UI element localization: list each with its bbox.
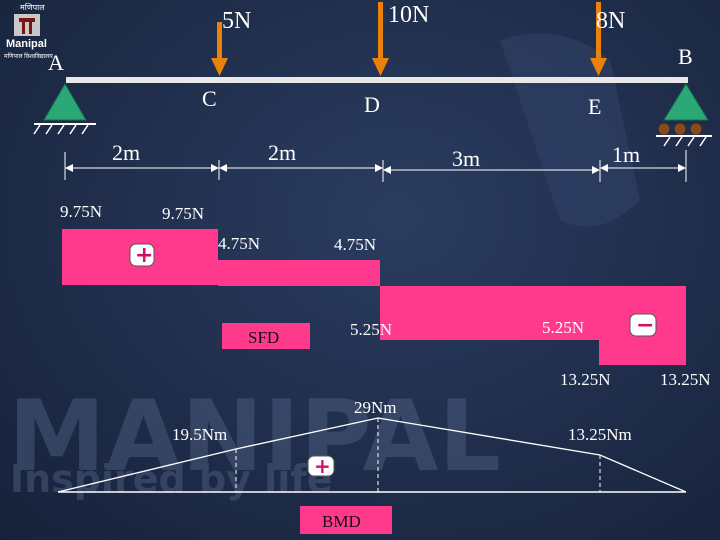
logo-top-text: मणिपाल	[20, 2, 45, 12]
sfd-label-4.75-left: 4.75N	[218, 234, 260, 253]
point-label-b: B	[678, 44, 693, 69]
sfd-label-9.75-left: 9.75N	[60, 202, 102, 221]
point-label-d: D	[364, 92, 380, 117]
load-label-c: 5N	[222, 8, 251, 34]
sfd-positive-mid	[218, 260, 380, 286]
span-label-cd: 2m	[268, 140, 296, 165]
load-label-d: 10N	[388, 2, 429, 28]
load-arrow-e	[590, 2, 607, 76]
point-label-a: A	[48, 50, 64, 75]
point-label-c: C	[202, 86, 217, 111]
load-arrow-c	[211, 22, 228, 76]
sfd-label-9.75-right: 9.75N	[162, 204, 204, 223]
manipal-logo: मणिपाल Manipal मणिपाल विश्वविद्यालय	[4, 2, 53, 60]
beam	[66, 77, 688, 83]
bending-moment-diagram: +	[57, 417, 687, 493]
sfd-label-13.25-right: 13.25N	[660, 370, 711, 389]
bmd-title: BMD	[322, 512, 361, 531]
bmd-label-e: 13.25Nm	[568, 425, 632, 444]
span-label-eb: 1m	[612, 142, 640, 167]
negative-sign-badge	[629, 313, 657, 337]
dimension-lines	[64, 150, 687, 182]
sfd-label-5.25-right: 5.25N	[542, 318, 584, 337]
logo-name: Manipal	[6, 38, 47, 50]
watermark-swirl	[500, 33, 640, 227]
point-label-e: E	[588, 94, 601, 119]
sfd-title-box	[222, 323, 310, 349]
bmd-label-c: 19.5Nm	[172, 425, 227, 444]
watermark-tagline: Inspired by life	[10, 457, 333, 501]
load-arrow-d	[372, 2, 389, 76]
pin-support-a	[33, 83, 96, 135]
sfd-negative-sign: −	[636, 313, 654, 338]
roller-support-b	[656, 83, 712, 147]
shear-force-diagram: + −	[62, 229, 686, 365]
positive-sign-badge	[129, 243, 155, 267]
sfd-positive-sign: +	[135, 243, 153, 268]
bmd-positive-badge	[307, 455, 335, 477]
span-label-de: 3m	[452, 146, 480, 171]
load-label-e: 8N	[596, 8, 625, 34]
roller	[690, 123, 702, 135]
sfd-label-4.75-right: 4.75N	[334, 235, 376, 254]
roller	[658, 123, 670, 135]
bmd-title-box	[300, 506, 392, 534]
sfd-title: SFD	[248, 328, 279, 347]
logo-sub-text: मणिपाल विश्वविद्यालय	[4, 52, 53, 60]
sfd-label-13.25-left: 13.25N	[560, 370, 611, 389]
bmd-positive-sign: +	[314, 454, 331, 478]
roller	[674, 123, 686, 135]
bmd-label-d: 29Nm	[354, 398, 397, 417]
span-label-ac: 2m	[112, 140, 140, 165]
sfd-label-5.25-left: 5.25N	[350, 320, 392, 339]
watermark-word: MANIPAL	[8, 380, 501, 494]
logo-emblem	[14, 14, 40, 36]
